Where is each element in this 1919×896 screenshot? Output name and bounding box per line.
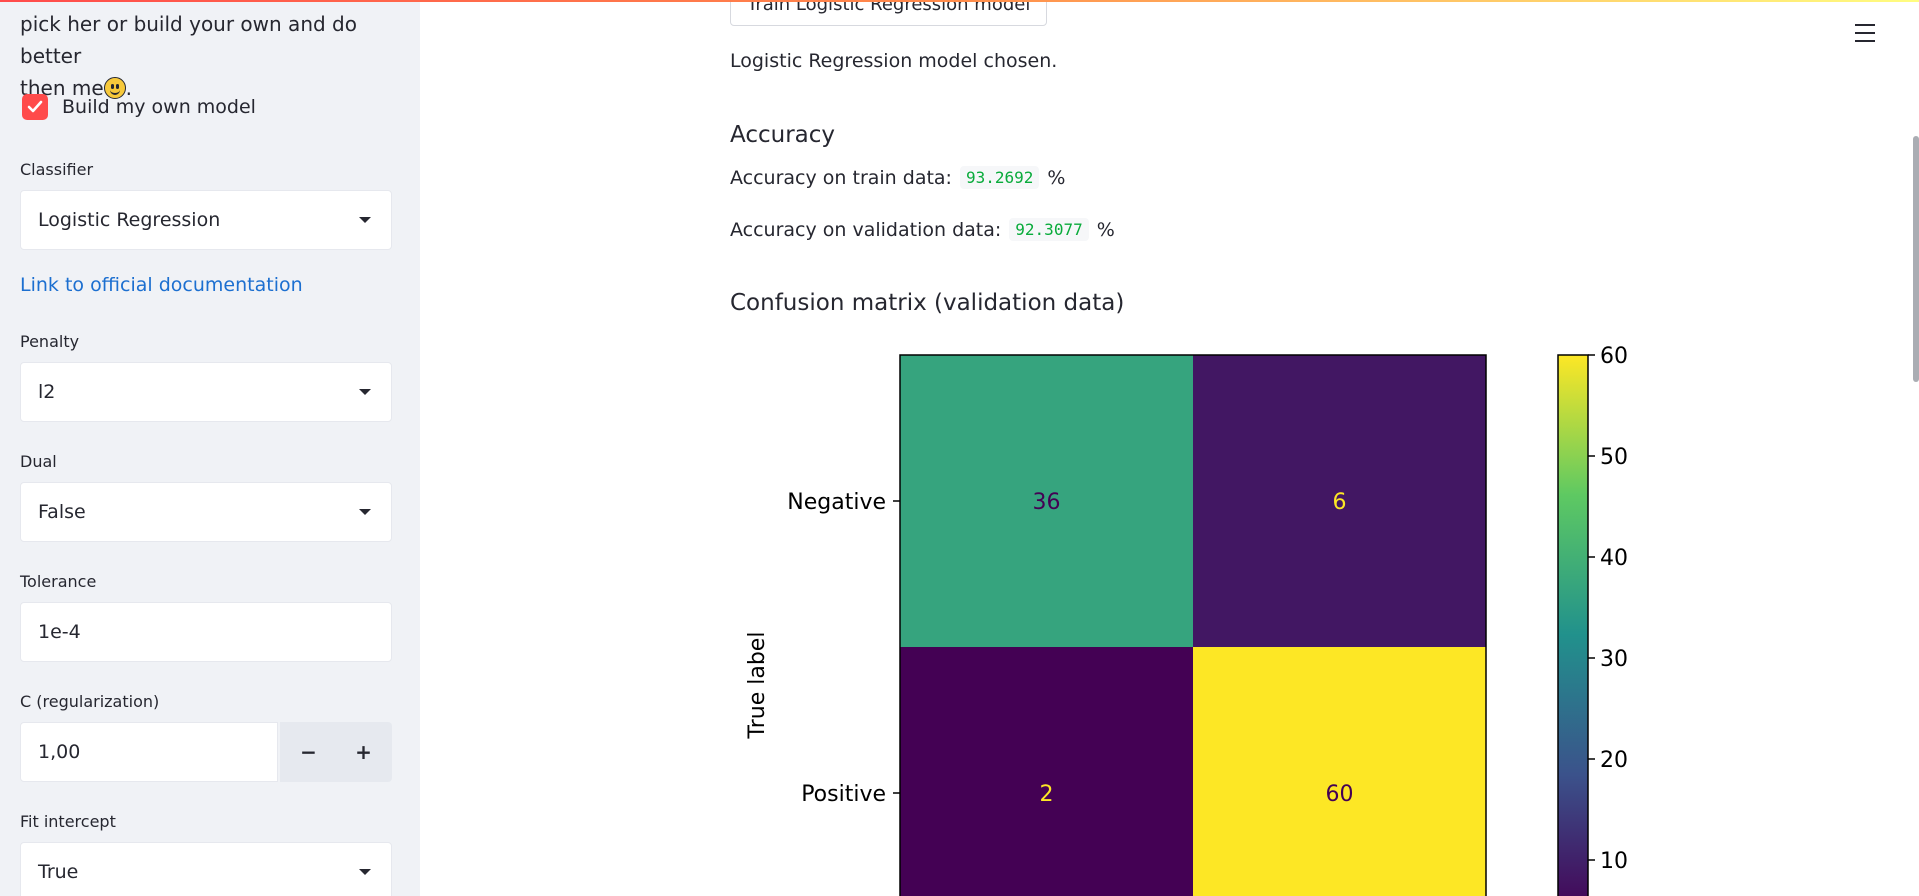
main-content: Train Logistic Regression model Logistic… — [420, 0, 1919, 896]
chevron-down-icon — [359, 509, 371, 515]
dual-label: Dual — [20, 452, 57, 471]
cell-value-label: 2 — [1040, 782, 1054, 807]
dual-select[interactable]: False — [20, 482, 392, 542]
penalty-select[interactable]: l2 — [20, 362, 392, 422]
colorbar — [1557, 354, 1589, 896]
train-accuracy-value: 93.2692 — [959, 166, 1040, 189]
y-tick-label: Negative — [787, 490, 886, 515]
colorbar-tick-label: 10 — [1600, 849, 1628, 874]
cell-value-label: 36 — [1033, 490, 1061, 515]
train-accuracy-line: Accuracy on train data: 93.2692 % — [730, 166, 1066, 189]
c-regularization-label: C (regularization) — [20, 692, 160, 711]
penalty-label: Penalty — [20, 332, 80, 351]
fit-intercept-select[interactable]: True — [20, 842, 392, 896]
validation-accuracy-value: 92.3077 — [1009, 218, 1089, 241]
chevron-down-icon — [359, 389, 371, 395]
classifier-label: Classifier — [20, 160, 94, 179]
increment-button[interactable]: + — [335, 722, 392, 782]
chevron-down-icon — [359, 217, 371, 223]
classifier-select[interactable]: Logistic Regression — [20, 190, 392, 250]
top-decoration-bar — [0, 0, 1919, 2]
matrix-cell — [900, 355, 1193, 647]
matrix-cell — [900, 647, 1193, 896]
y-tick-label: Positive — [801, 782, 886, 807]
model-chosen-text: Logistic Regression model chosen. — [730, 50, 1058, 72]
c-regularization-input[interactable]: 1,00 — [20, 722, 278, 782]
validation-accuracy-line: Accuracy on validation data: 92.3077 % — [730, 218, 1115, 241]
colorbar-tick-label: 20 — [1600, 748, 1628, 773]
build-own-model-label: Build my own model — [62, 96, 256, 118]
accuracy-heading: Accuracy — [730, 122, 836, 148]
cell-value-label: 60 — [1326, 782, 1354, 807]
checkmark-icon[interactable] — [22, 94, 48, 120]
train-model-button[interactable]: Train Logistic Regression model — [730, 0, 1048, 26]
tolerance-label: Tolerance — [20, 572, 97, 591]
hamburger-menu-icon[interactable] — [1855, 24, 1875, 42]
matrix-cell — [1193, 355, 1486, 647]
confusion-matrix-chart: 36 6 2 60 Negative Positive True label 60 50 4… — [745, 344, 1628, 896]
sidebar: pick her or build your own and do better… — [0, 0, 420, 896]
intro-line-1: pick her or build your own and do better — [20, 12, 357, 68]
sidebar-intro-text: pick her or build your own and do better… — [20, 8, 392, 104]
matrix-frame — [899, 354, 1487, 896]
colorbar-tick-label: 30 — [1600, 647, 1628, 672]
colorbar-tick-label: 40 — [1600, 546, 1628, 571]
chevron-down-icon — [359, 869, 371, 875]
build-own-model-checkbox[interactable]: Build my own model — [22, 94, 256, 120]
smiley-emoji-icon — [103, 77, 126, 99]
tolerance-input[interactable]: 1e-4 — [20, 602, 392, 662]
decrement-button[interactable]: − — [280, 722, 337, 782]
matrix-cell — [1193, 647, 1486, 896]
cell-value-label: 6 — [1333, 490, 1347, 515]
colorbar-tick-label: 60 — [1600, 344, 1628, 369]
colorbar-tick-label: 50 — [1600, 445, 1628, 470]
y-axis-label: True label — [745, 632, 770, 740]
documentation-link[interactable]: Link to official documentation — [20, 274, 303, 296]
fit-intercept-label: Fit intercept — [20, 812, 116, 831]
confusion-matrix-heading: Confusion matrix (validation data) — [730, 290, 1125, 316]
scrollbar-thumb[interactable] — [1913, 136, 1919, 382]
